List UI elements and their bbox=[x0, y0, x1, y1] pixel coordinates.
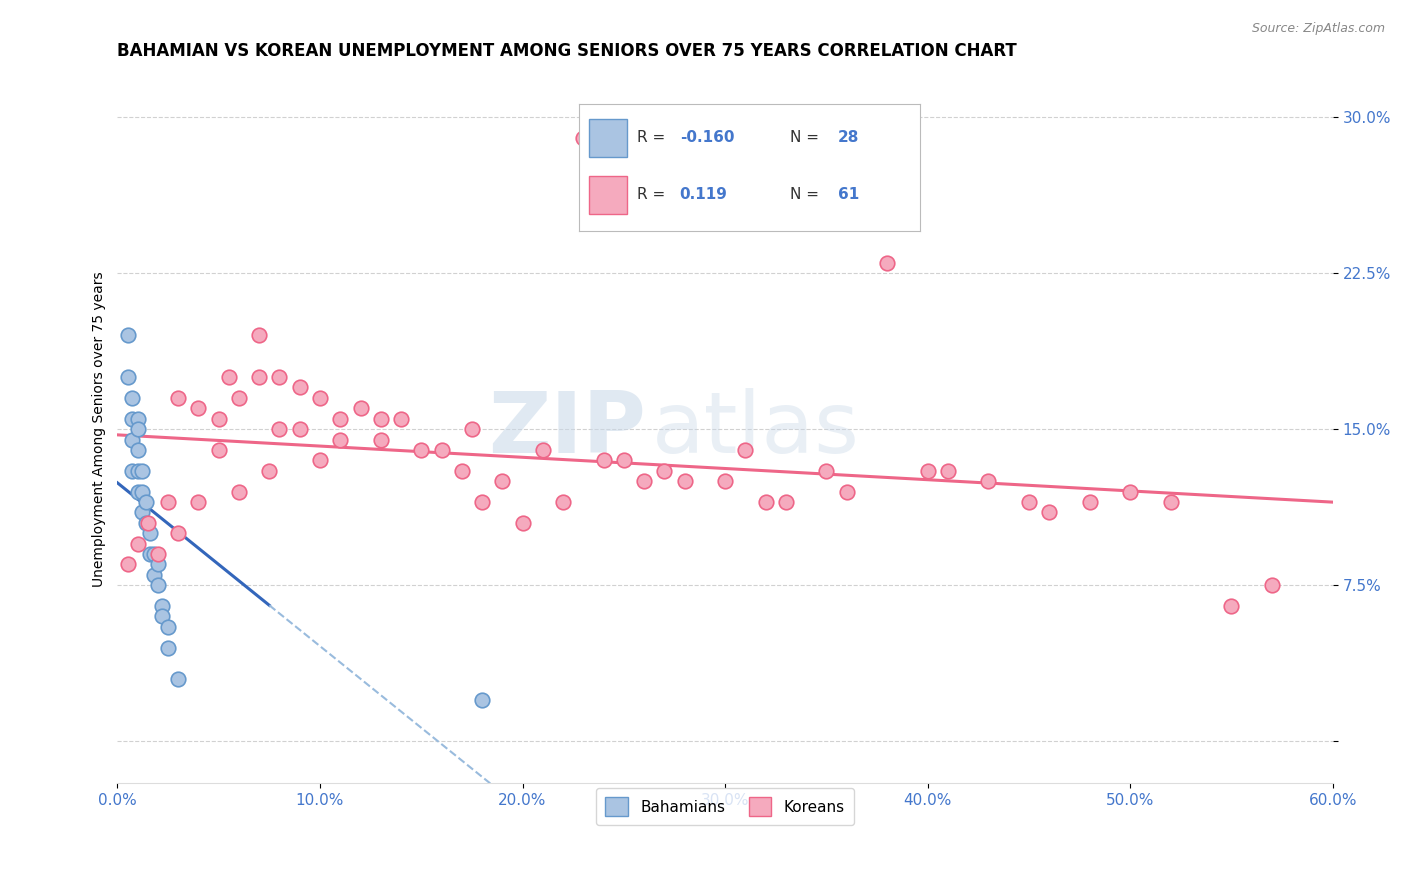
Point bbox=[157, 495, 180, 509]
Point bbox=[329, 411, 352, 425]
Point bbox=[1119, 484, 1142, 499]
Point bbox=[512, 516, 534, 530]
Point bbox=[127, 411, 149, 425]
Point bbox=[127, 484, 149, 499]
Point bbox=[917, 464, 939, 478]
Point bbox=[228, 391, 250, 405]
Point bbox=[430, 442, 453, 457]
Point bbox=[136, 516, 159, 530]
Point bbox=[977, 474, 1000, 488]
Point bbox=[167, 672, 190, 686]
Point bbox=[218, 370, 240, 384]
Point bbox=[247, 370, 270, 384]
Point bbox=[491, 474, 513, 488]
Point bbox=[1038, 505, 1060, 519]
Point bbox=[673, 474, 696, 488]
Point bbox=[936, 464, 959, 478]
Point bbox=[131, 505, 153, 519]
Point bbox=[461, 422, 484, 436]
Point bbox=[329, 433, 352, 447]
Point bbox=[592, 453, 614, 467]
Legend: Bahamians, Koreans: Bahamians, Koreans bbox=[596, 788, 853, 825]
Text: ZIP: ZIP bbox=[488, 388, 647, 471]
Point bbox=[127, 464, 149, 478]
Point bbox=[349, 401, 371, 416]
Point bbox=[135, 516, 157, 530]
Point bbox=[117, 328, 139, 343]
Point bbox=[150, 609, 173, 624]
Point bbox=[531, 442, 554, 457]
Point bbox=[259, 464, 281, 478]
Point bbox=[127, 442, 149, 457]
Point bbox=[411, 442, 433, 457]
Point bbox=[121, 391, 143, 405]
Point bbox=[247, 328, 270, 343]
Point bbox=[208, 411, 231, 425]
Point bbox=[208, 442, 231, 457]
Point bbox=[309, 453, 332, 467]
Point bbox=[127, 422, 149, 436]
Point bbox=[734, 442, 756, 457]
Point bbox=[370, 433, 392, 447]
Point bbox=[1220, 599, 1243, 613]
Point bbox=[146, 547, 169, 561]
Point bbox=[121, 433, 143, 447]
Point bbox=[815, 464, 838, 478]
Point bbox=[1160, 495, 1182, 509]
Point bbox=[1261, 578, 1284, 592]
Point bbox=[471, 495, 494, 509]
Point bbox=[288, 422, 311, 436]
Point bbox=[117, 370, 139, 384]
Point bbox=[370, 411, 392, 425]
Point bbox=[309, 391, 332, 405]
Point bbox=[269, 422, 291, 436]
Point bbox=[167, 391, 190, 405]
Point bbox=[572, 130, 595, 145]
Point bbox=[131, 484, 153, 499]
Point bbox=[187, 401, 209, 416]
Point bbox=[157, 620, 180, 634]
Point bbox=[117, 558, 139, 572]
Point bbox=[1078, 495, 1101, 509]
Point bbox=[1018, 495, 1040, 509]
Point bbox=[142, 547, 165, 561]
Point bbox=[288, 380, 311, 394]
Point bbox=[876, 255, 898, 269]
Text: atlas: atlas bbox=[652, 388, 860, 471]
Point bbox=[654, 464, 676, 478]
Point bbox=[167, 526, 190, 541]
Point bbox=[139, 547, 162, 561]
Text: BAHAMIAN VS KOREAN UNEMPLOYMENT AMONG SENIORS OVER 75 YEARS CORRELATION CHART: BAHAMIAN VS KOREAN UNEMPLOYMENT AMONG SE… bbox=[118, 42, 1017, 60]
Point bbox=[450, 464, 472, 478]
Point bbox=[127, 536, 149, 550]
Point bbox=[150, 599, 173, 613]
Point bbox=[755, 495, 778, 509]
Point bbox=[228, 484, 250, 499]
Point bbox=[139, 526, 162, 541]
Point bbox=[775, 495, 797, 509]
Point bbox=[146, 558, 169, 572]
Text: Source: ZipAtlas.com: Source: ZipAtlas.com bbox=[1251, 22, 1385, 36]
Point bbox=[157, 640, 180, 655]
Point bbox=[187, 495, 209, 509]
Point bbox=[135, 495, 157, 509]
Point bbox=[131, 464, 153, 478]
Point bbox=[121, 464, 143, 478]
Point bbox=[269, 370, 291, 384]
Y-axis label: Unemployment Among Seniors over 75 years: Unemployment Among Seniors over 75 years bbox=[93, 271, 107, 587]
Point bbox=[389, 411, 412, 425]
Point bbox=[835, 484, 858, 499]
Point bbox=[471, 692, 494, 706]
Point bbox=[551, 495, 574, 509]
Point bbox=[142, 567, 165, 582]
Point bbox=[613, 453, 636, 467]
Point bbox=[714, 474, 737, 488]
Point bbox=[633, 474, 655, 488]
Point bbox=[146, 578, 169, 592]
Point bbox=[121, 411, 143, 425]
